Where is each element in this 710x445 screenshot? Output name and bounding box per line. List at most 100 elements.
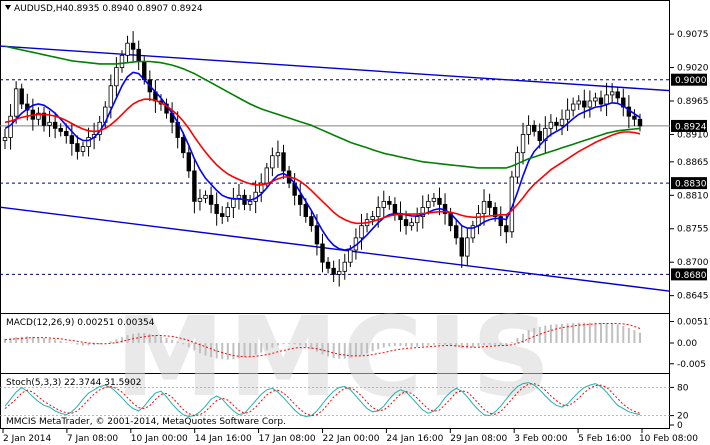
candle-body bbox=[325, 261, 331, 269]
candle-body bbox=[247, 200, 253, 205]
macd-tick-label: 0.00517 bbox=[677, 318, 710, 328]
candle-body bbox=[537, 131, 542, 141]
candle-body bbox=[576, 100, 581, 105]
price-axis: 0.9075 0.9020 0.8965 0.8910 0.8865 0.8810 0.87… bbox=[670, 30, 710, 431]
candle-body bbox=[632, 115, 637, 120]
candle-body bbox=[13, 88, 19, 117]
candle-body bbox=[320, 243, 325, 263]
candle-body bbox=[426, 200, 431, 208]
candle-body bbox=[342, 261, 347, 272]
candlesticks bbox=[2, 31, 643, 287]
channel-lower-line bbox=[0, 206, 671, 292]
candle-body bbox=[337, 270, 342, 275]
candle-body bbox=[609, 91, 615, 96]
candle-body bbox=[570, 103, 576, 111]
time-tick-label: 10 Jan 00:00 bbox=[131, 434, 188, 444]
level-tag-background bbox=[671, 73, 707, 86]
candle-body bbox=[203, 194, 208, 199]
candle-body bbox=[309, 216, 314, 227]
candle-body bbox=[348, 249, 353, 263]
stoch-tick-label: 20 bbox=[677, 412, 689, 422]
candle-body bbox=[69, 135, 75, 144]
candle-body bbox=[186, 152, 192, 172]
channel-upper-line bbox=[0, 45, 671, 92]
candle-body bbox=[370, 216, 375, 221]
time-tick-label: 29 Jan 08:00 bbox=[450, 434, 507, 444]
candle-body bbox=[214, 204, 219, 214]
candle-body bbox=[543, 127, 548, 141]
time-tick-label: 5 Feb 16:00 bbox=[578, 434, 632, 444]
candle-body bbox=[431, 197, 437, 202]
ma-line-ma_slow bbox=[4, 45, 641, 169]
price-tick-label: 0.8810 bbox=[677, 191, 709, 201]
candle-body bbox=[565, 109, 570, 120]
candle-body bbox=[476, 213, 481, 227]
time-axis: 2 Jan 2014 7 Jan 08:00 10 Jan 00:00 14 Jan … bbox=[2, 429, 698, 444]
level-tag-background bbox=[671, 177, 707, 190]
level-tag-label: 0.8680 bbox=[675, 271, 707, 281]
level-tag-label: 0.8830 bbox=[675, 180, 707, 190]
price-tick-label: 0.8645 bbox=[677, 292, 709, 302]
candle-body bbox=[559, 118, 565, 126]
time-tick-label: 24 Jan 16:00 bbox=[386, 434, 443, 444]
candle-body bbox=[582, 100, 587, 108]
chart-header-symbol: AUDUSD,H4 bbox=[14, 4, 69, 14]
candle-body bbox=[236, 194, 242, 199]
price-tick-label: 0.8865 bbox=[677, 158, 709, 168]
time-tick-label: 10 Feb 08:00 bbox=[639, 434, 698, 444]
candle-body bbox=[281, 152, 286, 172]
level-tag-background bbox=[671, 119, 707, 132]
candle-body bbox=[470, 225, 476, 239]
trend-channel bbox=[0, 45, 671, 292]
chart-header-ohlc: 0.8935 0.8940 0.8907 0.8924 bbox=[68, 4, 203, 14]
candle-body bbox=[387, 200, 392, 205]
chart-frame bbox=[0, 0, 670, 429]
candle-body bbox=[125, 42, 130, 56]
level-price-tag: 0.8680 bbox=[671, 268, 707, 281]
candle-body bbox=[298, 194, 303, 205]
candle-body bbox=[498, 216, 503, 227]
candle-body bbox=[376, 207, 381, 217]
candle-body bbox=[392, 204, 398, 214]
candle-body bbox=[403, 219, 409, 227]
candle-body bbox=[359, 225, 364, 239]
candle-body bbox=[181, 137, 186, 154]
time-tick-label: 14 Jan 16:00 bbox=[195, 434, 252, 444]
candle-body bbox=[548, 121, 554, 129]
price-tick-label: 0.9020 bbox=[677, 64, 709, 74]
price-tick-label: 0.8700 bbox=[677, 258, 709, 268]
ma-line-ma_mid bbox=[4, 98, 641, 225]
candle-body bbox=[381, 200, 386, 208]
candle-body bbox=[459, 237, 464, 257]
candle-body bbox=[41, 112, 47, 126]
candle-body bbox=[437, 197, 442, 205]
candle-body bbox=[47, 121, 52, 126]
level-price-tag: 0.8830 bbox=[671, 177, 707, 190]
candle-body bbox=[487, 200, 492, 208]
level-tag-background bbox=[671, 268, 707, 281]
time-tick-label: 2 Jan 2014 bbox=[3, 434, 51, 444]
candle-body bbox=[637, 118, 643, 127]
candle-body bbox=[264, 167, 269, 184]
candle-body bbox=[36, 112, 41, 120]
candle-body bbox=[208, 194, 214, 205]
collapse-arrow-icon[interactable] bbox=[5, 5, 11, 10]
level-tag-label: 0.8924 bbox=[675, 122, 707, 132]
candle-body bbox=[275, 152, 281, 157]
candle-body bbox=[259, 182, 264, 193]
candle-body bbox=[409, 222, 414, 227]
ma-line-ma_fast bbox=[4, 71, 641, 251]
candle-body bbox=[492, 207, 498, 217]
candle-body bbox=[58, 127, 63, 132]
candle-body bbox=[220, 213, 225, 217]
candle-body bbox=[615, 91, 620, 99]
candle-body bbox=[19, 88, 24, 105]
time-tick-label: 7 Jan 08:00 bbox=[67, 434, 119, 444]
candle-body bbox=[119, 54, 125, 68]
candle-body bbox=[593, 97, 598, 102]
candle-body bbox=[130, 42, 136, 50]
level-tag-label: 0.9000 bbox=[675, 76, 707, 86]
stoch-line-stoch_signal bbox=[4, 383, 641, 417]
watermark: MMCIS bbox=[115, 293, 555, 421]
